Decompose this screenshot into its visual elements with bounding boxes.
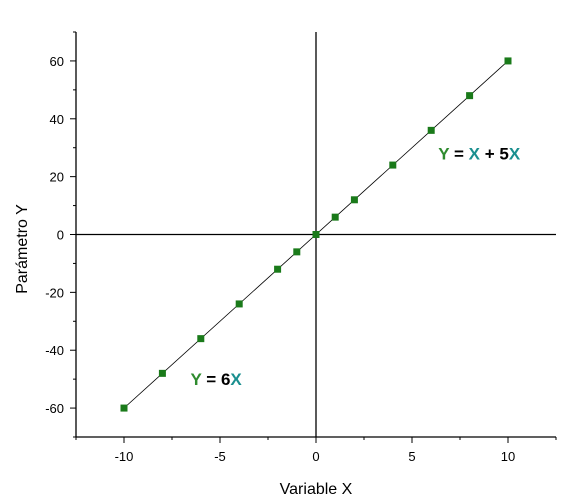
- data-point: [312, 231, 320, 238]
- data-point: [158, 369, 166, 377]
- equation-part: Y: [438, 145, 450, 164]
- y-tick-label: 0: [57, 228, 64, 243]
- data-point: [504, 57, 512, 65]
- equation-part: X: [230, 370, 242, 389]
- data-point: [197, 335, 205, 343]
- y-tick-label: -60: [45, 401, 64, 416]
- data-point: [466, 92, 474, 100]
- x-tick-label: -10: [115, 449, 134, 464]
- equation-label-lower: Y = 6X: [191, 370, 243, 389]
- annotations: Y = X + 5XY = 6X: [191, 145, 521, 390]
- x-axis-title: Variable X: [280, 481, 353, 498]
- data-point: [235, 300, 243, 308]
- y-tick-label: -40: [45, 343, 64, 358]
- data-point: [120, 404, 128, 412]
- data-point: [274, 265, 282, 273]
- data-point: [427, 126, 435, 134]
- equation-label-upper: Y = X + 5X: [438, 145, 521, 164]
- equation-part: = 6: [202, 370, 231, 389]
- y-axis-title: Parámetro Y: [14, 204, 31, 294]
- y-tick-label: 60: [50, 54, 64, 69]
- x-axis-ticks: -10 -5 0 5 10: [75, 437, 557, 464]
- x-tick-label: -5: [214, 449, 226, 464]
- data-point: [389, 161, 397, 169]
- data-point: [331, 213, 339, 221]
- y-tick-label: -20: [45, 285, 64, 300]
- data-points: [120, 57, 512, 412]
- equation-part: + 5: [480, 145, 509, 164]
- equation-part: X: [509, 145, 521, 164]
- x-tick-label: 5: [408, 449, 415, 464]
- equation-part: =: [449, 145, 468, 164]
- x-tick-label: 10: [501, 449, 515, 464]
- equation-part: Y: [191, 370, 203, 389]
- data-point: [293, 248, 301, 256]
- y-tick-label: 40: [50, 112, 64, 127]
- y-axis-ticks: -60 -40 -20 0 20 40 60: [45, 31, 76, 438]
- x-tick-label: 0: [312, 449, 319, 464]
- equation-part: X: [469, 145, 481, 164]
- y-tick-label: 20: [50, 170, 64, 185]
- data-point: [350, 196, 358, 204]
